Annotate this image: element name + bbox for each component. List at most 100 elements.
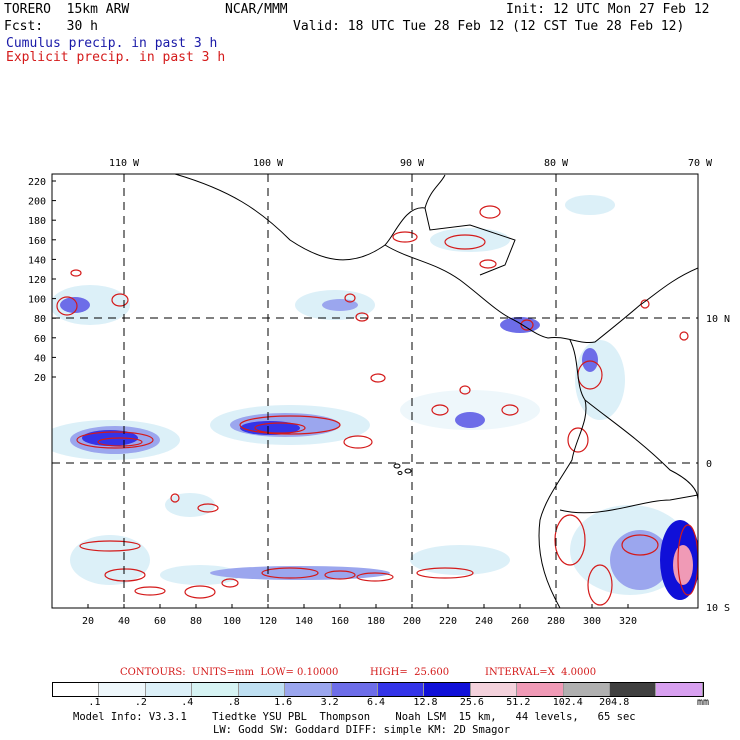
contour: [56, 296, 78, 316]
colorbar-label: .1: [88, 697, 101, 708]
cumulus-legend: Cumulus precip. in past 3 h: [6, 36, 218, 51]
longitude-labels: 110 W 100 W 90 W 80 W 70 W: [109, 158, 713, 169]
physics-info: LW: Godd SW: Goddard DIFF: simple KM: 2D…: [213, 724, 511, 736]
longitude-label: 70 W: [688, 158, 713, 169]
precip-area: [673, 545, 693, 585]
contour: [459, 385, 471, 395]
forecast-hour: Fcst: 30 h: [4, 19, 98, 34]
longitude-label: 90 W: [400, 158, 425, 169]
longitude-label: 100 W: [253, 158, 284, 169]
contour: [554, 514, 586, 566]
colorbar-swatch: [610, 683, 657, 696]
contour: [254, 422, 306, 434]
x-tick-label: 240: [475, 616, 493, 627]
map-frame: [51, 173, 699, 609]
x-tick-label: 300: [583, 616, 601, 627]
contour: [520, 319, 534, 331]
colorbar-swatch: [517, 683, 564, 696]
contour: [501, 404, 519, 416]
contour: [239, 415, 341, 435]
contour: [70, 269, 82, 277]
y-tick-labels: 220 200 180 160 140 120 100 80 60 40 20: [28, 177, 56, 384]
precip-area: [575, 340, 625, 420]
central-america-coast: [384, 244, 549, 339]
x-tick-labels: 20 40 60 80 100 120 140 160 180 200 220 240 260 280 30…: [82, 604, 637, 627]
contour: [97, 437, 143, 447]
precip-area: [400, 390, 540, 430]
ecuador-peru-border: [584, 399, 698, 501]
precip-area: [210, 566, 390, 580]
x-tick-label: 40: [118, 616, 130, 627]
precip-area: [70, 535, 150, 585]
contour: [261, 567, 319, 579]
precip-area: [410, 545, 510, 575]
valid-time: Valid: 18 UTC Tue 28 Feb 12 (12 CST Tue …: [293, 19, 685, 34]
precip-area: [565, 195, 615, 215]
contour: [79, 540, 141, 552]
model-info: Model Info: V3.3.1 Tiedtke YSU PBL Thomp…: [73, 711, 636, 723]
south-america-coast: [538, 339, 587, 608]
contour: [344, 293, 356, 303]
colorbar-label: 1.6: [274, 697, 293, 708]
colorbar-label: 12.8: [413, 697, 438, 708]
colorbar-swatch: [145, 683, 193, 696]
contour: [197, 503, 219, 513]
colorbar-label: 25.6: [459, 697, 484, 708]
contour: [392, 231, 418, 243]
organization-label: NCAR/MMM: [225, 2, 288, 17]
explicit-legend: Explicit precip. in past 3 h: [6, 50, 226, 65]
contour-units: CONTOURS: UNITS=mm LOW= 0.10000: [120, 667, 339, 678]
longitude-label: 110 W: [109, 158, 140, 169]
y-tick-label: 60: [34, 334, 46, 345]
precip-area: [582, 348, 598, 372]
colorbar-label: .2: [134, 697, 147, 708]
x-tick-label: 140: [295, 616, 313, 627]
precip-area: [165, 493, 215, 517]
x-tick-label: 260: [511, 616, 529, 627]
init-time: Init: 12 UTC Mon 27 Feb 12: [506, 2, 710, 17]
x-tick-label: 320: [619, 616, 637, 627]
x-tick-label: 20: [82, 616, 94, 627]
colorbar-swatch: [99, 683, 146, 696]
contour: [355, 312, 369, 322]
y-tick-label: 100: [28, 295, 46, 306]
colorbar-swatch: [424, 683, 471, 696]
colorbar-swatch: [238, 683, 286, 696]
contour: [621, 534, 659, 556]
contour: [444, 234, 486, 250]
colorbar-swatch: [563, 683, 611, 696]
contour: [184, 585, 216, 599]
contour: [567, 427, 589, 453]
y-tick-label: 180: [28, 216, 46, 227]
colorbar-swatch: [331, 683, 378, 696]
contour: [370, 373, 386, 383]
colorbar-label: 102.4: [552, 697, 583, 708]
x-tick-label: 100: [223, 616, 241, 627]
y-tick-label: 140: [28, 255, 46, 266]
coastlines: [174, 174, 698, 608]
contour: [479, 259, 497, 269]
precip-area: [52, 285, 130, 325]
contour: [134, 586, 166, 596]
y-tick-label: 80: [34, 314, 46, 325]
contour: [324, 570, 356, 580]
y-tick-label: 20: [34, 373, 46, 384]
x-tick-label: 180: [367, 616, 385, 627]
precip-area: [500, 317, 540, 333]
colorbar-label: .8: [227, 697, 240, 708]
y-tick-label: 120: [28, 275, 46, 286]
contour: [104, 568, 146, 582]
x-tick-label: 220: [439, 616, 457, 627]
colorbar-label: 3.2: [320, 697, 339, 708]
colorbar-swatch: [192, 683, 239, 696]
galapagos-island: [393, 463, 401, 469]
latitude-label: 10 N: [706, 314, 730, 325]
x-tick-label: 60: [154, 616, 166, 627]
contour: [356, 572, 394, 582]
precip-shading: [52, 195, 698, 600]
x-tick-label: 80: [190, 616, 202, 627]
contour: [170, 493, 180, 503]
longitude-label: 80 W: [544, 158, 569, 169]
contour-high: HIGH= 25.600: [370, 667, 450, 678]
precip-area: [60, 297, 90, 313]
